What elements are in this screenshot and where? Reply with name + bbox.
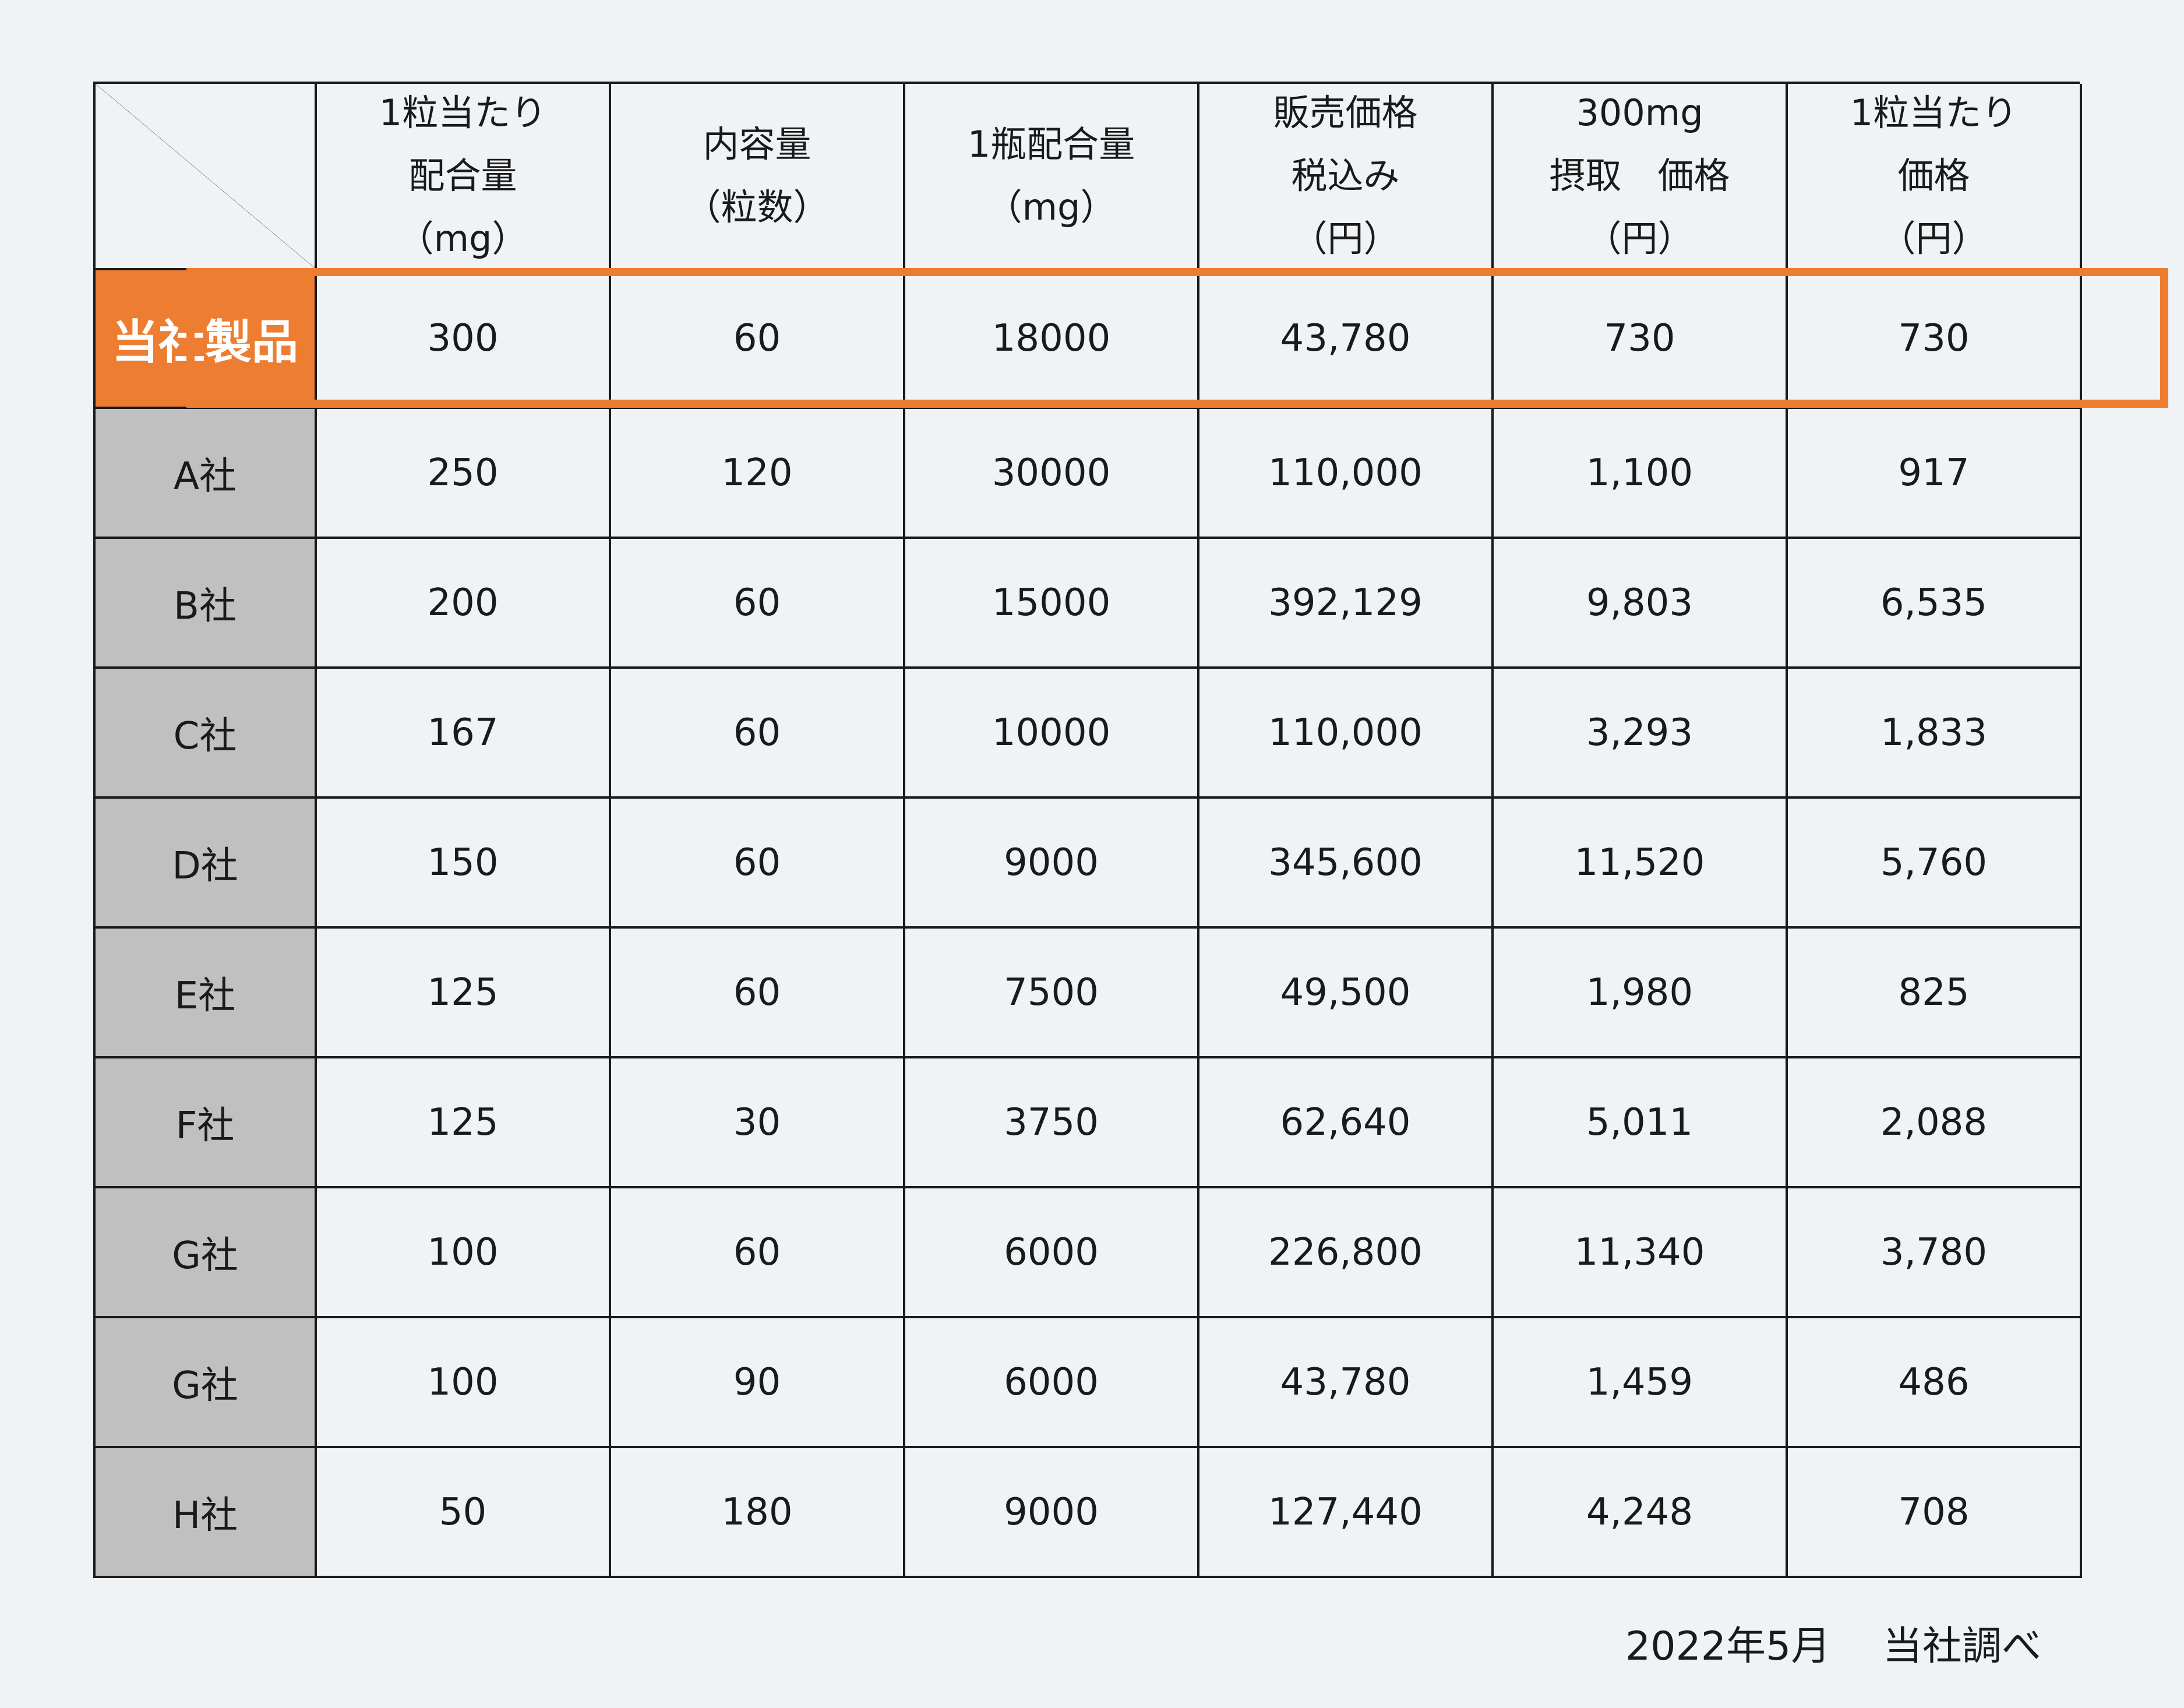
header-line: 摂取 価格	[1549, 154, 1730, 197]
table-value-cell: 100	[317, 1188, 611, 1318]
table-value-cell: 49,500	[1199, 929, 1494, 1058]
table-value-cell: 3,293	[1494, 669, 1788, 799]
header-line: 1粒当たり	[1850, 91, 2018, 134]
table-value-cell: 9000	[905, 799, 1199, 929]
corner-cell	[96, 84, 317, 270]
table-value-cell: 60	[611, 669, 905, 799]
table-value-cell: 226,800	[1199, 1188, 1494, 1318]
table-value-cell: 9000	[905, 1448, 1199, 1578]
header-dose-per-capsule: 1粒当たり 配合量 （mg）	[317, 84, 611, 270]
table-value-cell: 9,803	[1494, 539, 1788, 669]
header-line: （mg）	[397, 217, 528, 260]
table-value-cell: 11,520	[1494, 799, 1788, 929]
header-line: （円）	[1585, 217, 1694, 260]
table-value-cell: 200	[317, 539, 611, 669]
table-value-cell: 100	[317, 1318, 611, 1448]
table-value-cell: 1,100	[1494, 409, 1788, 539]
header-300mg-price: 300mg 摂取 価格 （円）	[1494, 84, 1788, 270]
header-line: （円）	[1291, 217, 1400, 260]
table-value-cell: 5,011	[1494, 1058, 1788, 1188]
header-price-per-capsule: 1粒当たり 価格 （円）	[1788, 84, 2082, 270]
table-value-cell: 180	[611, 1448, 905, 1578]
table-value-cell: 3750	[905, 1058, 1199, 1188]
header-line: （粒数）	[685, 186, 830, 228]
company-name-cell: E社	[96, 929, 317, 1058]
table-value-cell: 392,129	[1199, 539, 1494, 669]
source-footnote: 2022年5月 当社調べ	[1625, 1624, 2041, 1670]
table-value-cell: 4,248	[1494, 1448, 1788, 1578]
table-value-cell: 150	[317, 799, 611, 929]
table-value-cell: 110,000	[1199, 409, 1494, 539]
table-value-cell: 486	[1788, 1318, 2082, 1448]
our-product-value: 43,780	[1199, 270, 1494, 409]
table-value-cell: 60	[611, 539, 905, 669]
table-value-cell: 825	[1788, 929, 2082, 1058]
company-name-cell: A社	[96, 409, 317, 539]
table-value-cell: 1,459	[1494, 1318, 1788, 1448]
header-line: 税込み	[1291, 154, 1400, 197]
table-value-cell: 50	[317, 1448, 611, 1578]
table-value-cell: 120	[611, 409, 905, 539]
table-value-cell: 250	[317, 409, 611, 539]
company-name-cell: H社	[96, 1448, 317, 1578]
table-value-cell: 30	[611, 1058, 905, 1188]
header-line: 価格	[1897, 154, 1970, 197]
table-value-cell: 1,980	[1494, 929, 1788, 1058]
table-value-cell: 125	[317, 929, 611, 1058]
table-value-cell: 345,600	[1199, 799, 1494, 929]
table-value-cell: 167	[317, 669, 611, 799]
header-line: （mg）	[986, 186, 1117, 228]
comparison-table-container: 1粒当たり 配合量 （mg） 内容量 （粒数） 1瓶配合量 （mg） 販売価格 …	[93, 82, 2168, 1578]
header-line: 販売価格	[1273, 91, 1418, 134]
table-value-cell: 62,640	[1199, 1058, 1494, 1188]
our-product-value: 60	[611, 270, 905, 409]
company-name-cell: B社	[96, 539, 317, 669]
header-line: （円）	[1879, 217, 1988, 260]
price-comparison-table: 1粒当たり 配合量 （mg） 内容量 （粒数） 1瓶配合量 （mg） 販売価格 …	[93, 82, 2082, 1578]
diagonal-slash	[96, 84, 315, 268]
our-product-label: 当社製品	[96, 270, 317, 409]
table-value-cell: 127,440	[1199, 1448, 1494, 1578]
our-product-value: 730	[1788, 270, 2082, 409]
table-value-cell: 3,780	[1788, 1188, 2082, 1318]
our-product-value: 730	[1494, 270, 1788, 409]
table-value-cell: 708	[1788, 1448, 2082, 1578]
table-value-cell: 5,760	[1788, 799, 2082, 929]
table-value-cell: 10000	[905, 669, 1199, 799]
header-content-count: 内容量 （粒数）	[611, 84, 905, 270]
header-retail-price: 販売価格 税込み （円）	[1199, 84, 1494, 270]
table-value-cell: 43,780	[1199, 1318, 1494, 1448]
table-value-cell: 90	[611, 1318, 905, 1448]
table-value-cell: 30000	[905, 409, 1199, 539]
table-value-cell: 60	[611, 929, 905, 1058]
company-name-cell: G社	[96, 1318, 317, 1448]
table-value-cell: 15000	[905, 539, 1199, 669]
company-name-cell: F社	[96, 1058, 317, 1188]
header-line: 1粒当たり	[379, 91, 547, 134]
table-value-cell: 1,833	[1788, 669, 2082, 799]
table-value-cell: 6,535	[1788, 539, 2082, 669]
table-value-cell: 7500	[905, 929, 1199, 1058]
company-name-cell: C社	[96, 669, 317, 799]
table-value-cell: 2,088	[1788, 1058, 2082, 1188]
header-dose-per-bottle: 1瓶配合量 （mg）	[905, 84, 1199, 270]
table-value-cell: 917	[1788, 409, 2082, 539]
table-value-cell: 6000	[905, 1318, 1199, 1448]
table-value-cell: 6000	[905, 1188, 1199, 1318]
our-product-value: 18000	[905, 270, 1199, 409]
our-product-value: 300	[317, 270, 611, 409]
company-name-cell: G社	[96, 1188, 317, 1318]
table-value-cell: 125	[317, 1058, 611, 1188]
header-line: 配合量	[408, 154, 517, 197]
table-value-cell: 11,340	[1494, 1188, 1788, 1318]
header-line: 1瓶配合量	[967, 123, 1135, 165]
header-line: 300mg	[1576, 91, 1703, 134]
company-name-cell: D社	[96, 799, 317, 929]
table-value-cell: 60	[611, 1188, 905, 1318]
header-line: 内容量	[703, 123, 811, 165]
table-value-cell: 60	[611, 799, 905, 929]
table-value-cell: 110,000	[1199, 669, 1494, 799]
